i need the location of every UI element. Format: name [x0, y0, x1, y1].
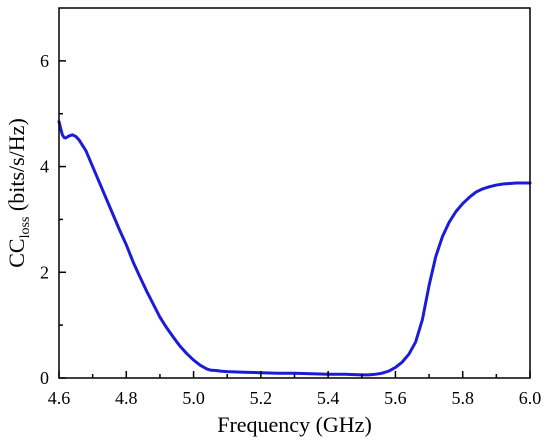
axes-layer	[58, 7, 531, 379]
y-tick-label: 4	[40, 157, 49, 177]
x-tick-label: 5.6	[384, 388, 407, 408]
plot-layer	[57, 120, 532, 377]
y-tick-label: 6	[40, 51, 49, 71]
series-line-0	[57, 120, 532, 377]
x-tick-label: 5.8	[451, 388, 474, 408]
x-tick-label: 5.2	[250, 388, 273, 408]
y-tick-label: 2	[40, 262, 49, 282]
x-tick-label: 6.0	[519, 388, 542, 408]
y-axis-title-unit: (bits/s/Hz)	[4, 118, 29, 216]
y-axis-title: CCloss (bits/s/Hz)	[4, 118, 33, 268]
y-tick-label: 0	[40, 368, 49, 388]
x-tick-label: 5.4	[317, 388, 340, 408]
x-axis-title: Frequency (GHz)	[217, 412, 372, 437]
plot-frame	[58, 7, 531, 379]
y-axis-title-subscript: loss	[18, 217, 33, 239]
y-axis-title-main: CC	[4, 238, 29, 267]
x-tick-label: 4.6	[48, 388, 71, 408]
x-tick-label: 4.8	[115, 388, 138, 408]
x-tick-label: 5.0	[182, 388, 205, 408]
labels-layer: 4.6 4.8 5.0 5.2 5.4 5.6 5.8 6.0 0 2 4 6 Frequency (G…	[4, 51, 541, 437]
